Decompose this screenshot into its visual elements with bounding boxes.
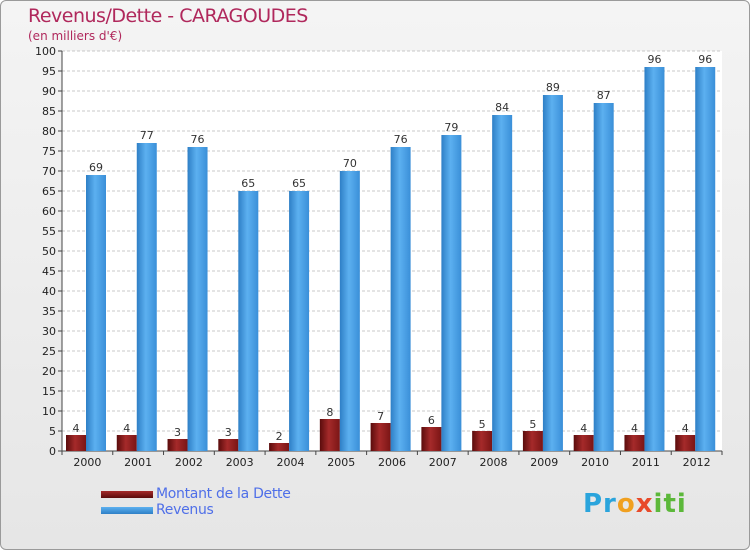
y-tick-label: 35 <box>42 305 56 318</box>
data-label-debt: 5 <box>529 418 536 431</box>
data-label-revenue: 70 <box>343 157 357 170</box>
data-label-revenue: 65 <box>241 177 255 190</box>
bar-debt <box>116 435 137 451</box>
legend-label-revenue: Revenus <box>156 502 214 518</box>
y-tick-label: 50 <box>42 245 56 258</box>
bar-revenue <box>441 135 462 451</box>
data-label-revenue: 96 <box>647 53 661 66</box>
bar-revenue <box>390 147 411 451</box>
x-tick-label: 2000 <box>73 456 101 469</box>
data-label-revenue: 89 <box>546 81 560 94</box>
data-label-debt: 3 <box>174 426 181 439</box>
data-label-debt: 4 <box>73 422 80 435</box>
data-label-debt: 4 <box>580 422 587 435</box>
bar-revenue <box>86 175 106 451</box>
bar-debt <box>624 435 645 451</box>
y-tick-label: 80 <box>42 125 56 138</box>
x-tick-label: 2004 <box>276 456 304 469</box>
y-tick-label: 30 <box>42 325 56 338</box>
data-label-revenue: 76 <box>394 133 408 146</box>
bar-revenue <box>593 103 614 451</box>
x-tick-label: 2011 <box>632 456 660 469</box>
data-label-revenue: 87 <box>597 89 611 102</box>
data-label-revenue: 69 <box>89 161 103 174</box>
bar-debt <box>370 423 391 451</box>
chart-title: Revenus/Dette - CARAGOUDES <box>28 5 308 27</box>
legend-swatch-debt <box>101 491 153 498</box>
data-label-debt: 4 <box>631 422 638 435</box>
data-label-debt: 4 <box>123 422 130 435</box>
legend-label-debt: Montant de la Dette <box>156 486 291 502</box>
data-label-revenue: 79 <box>444 121 458 134</box>
y-tick-label: 70 <box>42 165 56 178</box>
data-label-revenue: 96 <box>698 53 712 66</box>
bar-revenue <box>289 191 310 451</box>
chart-subtitle: (en milliers d'€) <box>28 29 123 43</box>
y-tick-label: 60 <box>42 205 56 218</box>
y-tick-label: 25 <box>42 345 56 358</box>
proxiti-logo: Proxiti <box>583 489 687 519</box>
bar-revenue <box>187 147 208 451</box>
y-tick-label: 100 <box>35 45 56 58</box>
y-tick-label: 65 <box>42 185 56 198</box>
y-tick-label: 45 <box>42 265 56 278</box>
x-tick-label: 2006 <box>378 456 406 469</box>
x-tick-label: 2012 <box>683 456 711 469</box>
y-tick-label: 85 <box>42 105 56 118</box>
data-label-debt: 3 <box>225 426 232 439</box>
data-label-debt: 4 <box>682 422 689 435</box>
y-tick-label: 95 <box>42 65 56 78</box>
data-label-debt: 8 <box>326 406 333 419</box>
data-label-debt: 5 <box>479 418 486 431</box>
x-axis: 2000 2001 2002 2003 2004 2005 2006 2007 2008 2009… <box>61 451 723 469</box>
bar-debt <box>573 435 594 451</box>
x-tick-label: 2005 <box>327 456 355 469</box>
bar-revenue <box>542 95 563 451</box>
x-tick-label: 2008 <box>480 456 508 469</box>
data-label-debt: 6 <box>428 414 435 427</box>
x-tick-label: 2010 <box>581 456 609 469</box>
bar-debt <box>66 435 86 451</box>
y-tick-label: 15 <box>42 385 56 398</box>
bar-revenue <box>492 115 513 451</box>
x-tick-label: 2001 <box>124 456 152 469</box>
bar-revenue <box>695 67 716 451</box>
bars: 4 69 4 77 3 76 3 65 2 65 8 70 7 76 6 79 5 84 5 89 4 87 4 96 4 96 <box>66 53 716 451</box>
bar-debt <box>167 439 188 451</box>
bar-revenue <box>339 171 360 451</box>
data-label-revenue: 76 <box>191 133 205 146</box>
y-tick-label: 40 <box>42 285 56 298</box>
bar-debt <box>421 427 442 451</box>
data-label-debt: 2 <box>276 430 283 443</box>
bar-debt <box>319 419 340 451</box>
y-tick-label: 0 <box>49 445 56 458</box>
y-tick-label: 75 <box>42 145 56 158</box>
x-tick-label: 2003 <box>226 456 254 469</box>
data-label-revenue: 84 <box>495 101 509 114</box>
legend-swatch-revenue <box>101 507 153 514</box>
y-tick-label: 5 <box>49 425 56 438</box>
data-label-revenue: 77 <box>140 129 154 142</box>
y-tick-label: 20 <box>42 365 56 378</box>
y-tick-label: 55 <box>42 225 56 238</box>
bar-debt <box>218 439 239 451</box>
bar-debt <box>675 435 696 451</box>
x-tick-label: 2009 <box>530 456 558 469</box>
bar-debt <box>522 431 543 451</box>
bar-revenue <box>644 67 665 451</box>
x-tick-label: 2007 <box>429 456 457 469</box>
bar-revenue <box>238 191 259 451</box>
data-label-revenue: 65 <box>292 177 306 190</box>
y-tick-label: 90 <box>42 85 56 98</box>
bar-revenue <box>136 143 157 451</box>
data-label-debt: 7 <box>377 410 384 423</box>
y-tick-label: 10 <box>42 405 56 418</box>
bar-debt <box>269 443 290 451</box>
bar-debt <box>472 431 493 451</box>
x-tick-label: 2002 <box>175 456 203 469</box>
